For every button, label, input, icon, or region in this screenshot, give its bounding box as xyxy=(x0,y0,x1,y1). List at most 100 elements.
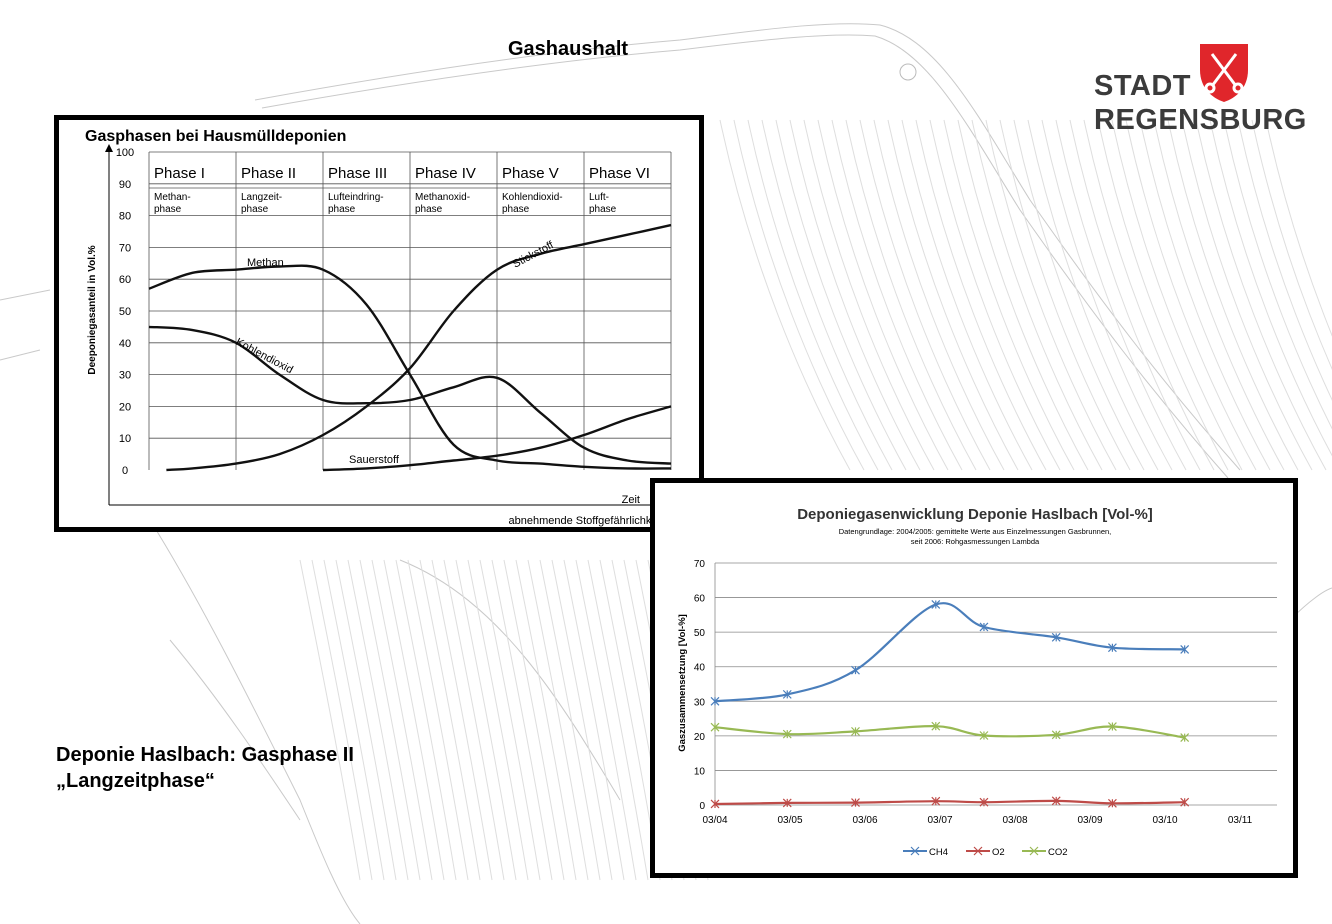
y-tick-label: 20 xyxy=(119,401,131,413)
y-tick-label: 60 xyxy=(119,274,131,286)
y-tick-label: 0 xyxy=(699,801,705,812)
y-tick-label: 40 xyxy=(119,338,131,350)
legend-label: CO2 xyxy=(1048,847,1068,858)
x-tick-label: 03/11 xyxy=(1228,815,1253,826)
phase-name: Phase V xyxy=(502,165,559,182)
x-axis-label: Zeit xyxy=(622,494,640,506)
series-ch4 xyxy=(710,600,1190,706)
data-point-marker xyxy=(710,696,720,706)
slide-title: Gashaushalt xyxy=(508,38,629,60)
y-axis-label: Gaszusammensetzung [Vol-%] xyxy=(677,614,688,752)
logo-text-line2: REGENSBURG xyxy=(1094,104,1307,136)
y-tick-label: 10 xyxy=(119,433,131,445)
chart-subtitle: seit 2006: Rohgasmessungen Lambda xyxy=(911,537,1040,546)
phase-desc: phase xyxy=(415,204,443,215)
x-tick-label: 03/05 xyxy=(777,815,802,826)
legend-marker xyxy=(973,846,983,856)
data-point-marker xyxy=(1180,645,1190,654)
series-line-sauerstoff xyxy=(322,405,672,472)
chart-subtitle: Datengrundlage: 2004/2005: gemittelte We… xyxy=(839,527,1112,536)
y-axis-arrow xyxy=(105,144,113,152)
data-point-marker xyxy=(1051,632,1061,642)
data-point-marker xyxy=(979,731,989,740)
phase-desc: phase xyxy=(589,204,617,215)
data-point-marker xyxy=(782,798,792,808)
legend-marker xyxy=(1029,846,1039,856)
phase-desc: phase xyxy=(328,204,356,215)
phase-desc: Methanoxid- xyxy=(415,192,470,203)
series-line xyxy=(714,602,1185,703)
series-label: Stickstoff xyxy=(511,239,557,271)
data-point-marker xyxy=(851,798,860,808)
data-point-marker xyxy=(782,729,792,739)
phase-desc: phase xyxy=(241,204,269,215)
y-tick-label: 30 xyxy=(119,370,131,382)
data-point-marker xyxy=(931,796,941,806)
phase-name: Phase II xyxy=(241,165,296,182)
coat-of-arms-icon xyxy=(1200,44,1248,102)
data-point-marker xyxy=(1107,643,1117,653)
x-axis-label-secondary: abnehmende Stoffgefährlichkeit xyxy=(508,515,663,527)
phase-desc: Kohlendioxid- xyxy=(502,192,563,203)
data-point-marker xyxy=(931,600,941,609)
y-tick-label: 30 xyxy=(694,697,706,708)
data-point-marker xyxy=(1051,730,1061,740)
data-point-marker xyxy=(979,797,989,807)
series-line xyxy=(714,725,1185,739)
phase-name: Phase VI xyxy=(589,165,650,182)
chart-title: Gasphasen bei Hausmülldeponien xyxy=(85,128,346,145)
series-line-stickstoff xyxy=(166,223,672,472)
series-co2 xyxy=(710,721,1190,743)
gasphasen-chart: Gasphasen bei Hausmülldeponien 0 10 20 30 40 5… xyxy=(85,128,672,527)
phase-desc: Luft- xyxy=(589,192,609,203)
data-point-marker xyxy=(979,622,989,632)
series-label: Sauerstoff xyxy=(349,454,400,466)
phase-desc: Methan- xyxy=(154,192,191,203)
y-tick-label: 50 xyxy=(119,306,131,318)
phase-desc: phase xyxy=(154,204,182,215)
data-point-marker xyxy=(931,721,941,731)
y-tick-label: 10 xyxy=(694,766,706,777)
phase-desc: Lufteindring- xyxy=(328,192,384,203)
y-tick-label: 60 xyxy=(694,594,706,605)
series-line-methan xyxy=(148,264,672,470)
series-o2 xyxy=(710,796,1190,809)
data-point-marker xyxy=(1051,796,1061,806)
series-line-kohlendioxid xyxy=(148,325,672,465)
y-axis-label: Deeponiegasanteil in Vol.% xyxy=(87,245,98,374)
data-point-marker xyxy=(782,689,792,699)
y-tick-label: 100 xyxy=(116,147,134,159)
y-tick-label: 0 xyxy=(122,465,128,477)
x-tick-label: 03/09 xyxy=(1077,815,1102,826)
data-point-marker xyxy=(1180,733,1190,743)
y-tick-label: 20 xyxy=(694,732,706,743)
y-tick-label: 70 xyxy=(119,242,131,254)
haslbach-chart: Deponiegasenwicklung Deponie Haslbach [V… xyxy=(677,506,1277,858)
data-point-marker xyxy=(710,722,720,732)
x-tick-label: 03/06 xyxy=(852,815,877,826)
phase-desc: phase xyxy=(502,204,530,215)
caption-line-2: „Langzeitphase“ xyxy=(56,770,215,792)
phase-name: Phase IV xyxy=(415,165,476,182)
data-point-marker xyxy=(1107,798,1117,808)
legend-label: O2 xyxy=(992,847,1005,858)
gasphasen-chart-panel: Gasphasen bei Hausmülldeponien 0 10 20 30 40 5… xyxy=(54,115,704,532)
data-point-marker xyxy=(851,665,860,675)
x-tick-label: 03/10 xyxy=(1152,815,1177,826)
logo-text-line1: STADT xyxy=(1094,70,1192,102)
phase-name: Phase I xyxy=(154,165,205,182)
y-tick-label: 70 xyxy=(694,559,706,570)
y-tick-label: 80 xyxy=(119,211,131,223)
phase-name: Phase III xyxy=(328,165,387,182)
legend-marker xyxy=(910,846,920,856)
legend-label: CH4 xyxy=(929,847,948,858)
y-tick-label: 40 xyxy=(694,663,706,674)
data-point-marker xyxy=(851,726,860,736)
x-tick-label: 03/08 xyxy=(1002,815,1027,826)
site-caption: Deponie Haslbach: Gasphase II „Langzeitp… xyxy=(56,742,354,794)
data-point-marker xyxy=(1107,722,1117,731)
phase-desc: Langzeit- xyxy=(241,192,282,203)
y-tick-label: 90 xyxy=(119,179,131,191)
caption-line-1: Deponie Haslbach: Gasphase II xyxy=(56,744,354,766)
series-line xyxy=(714,799,1185,806)
